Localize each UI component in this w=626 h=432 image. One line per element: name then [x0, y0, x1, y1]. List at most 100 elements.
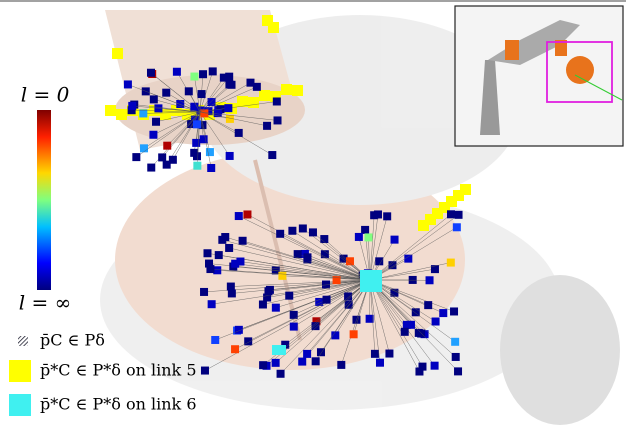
point [225, 80, 233, 88]
legend-swatch [18, 336, 28, 346]
point [432, 318, 440, 326]
colorbar-bottom-label: l = ∞ [19, 291, 72, 315]
point [447, 259, 455, 267]
point [140, 144, 148, 152]
point [169, 156, 177, 164]
point [460, 184, 471, 195]
legend-swatch [9, 394, 31, 416]
point [206, 265, 214, 273]
point [185, 87, 193, 95]
point [451, 338, 459, 346]
point [312, 357, 320, 365]
point [391, 236, 399, 244]
point [450, 307, 458, 315]
point [150, 95, 158, 103]
point [248, 97, 259, 108]
point [303, 350, 311, 358]
point [272, 359, 280, 367]
point [203, 249, 211, 257]
point [227, 283, 235, 291]
point [193, 162, 201, 170]
point [259, 300, 267, 308]
point [454, 367, 462, 375]
point [431, 265, 439, 273]
legend-swatch [9, 360, 31, 382]
point [290, 323, 298, 331]
colorbar-top-label: l = 0 [21, 83, 70, 107]
point [147, 164, 155, 172]
point [385, 350, 393, 358]
point [409, 276, 417, 284]
point [272, 345, 286, 355]
legend-label: p̄C ∈ Pδ [40, 331, 105, 350]
point [452, 353, 460, 361]
point [274, 116, 282, 124]
point [237, 96, 248, 107]
point [431, 362, 439, 370]
point [158, 153, 166, 161]
point [213, 266, 221, 274]
point [278, 272, 286, 280]
point [364, 233, 372, 241]
point [152, 118, 160, 126]
point [228, 289, 236, 297]
colorbar [37, 110, 51, 290]
point [309, 228, 317, 236]
point [281, 84, 292, 95]
point [235, 212, 243, 220]
point [149, 131, 157, 139]
point [198, 90, 206, 98]
point [374, 210, 382, 218]
inset-view [455, 6, 623, 146]
point [298, 358, 306, 366]
point [226, 152, 234, 160]
legend-label: p̄*C ∈ P*δ on link 6 [40, 395, 197, 414]
point [147, 69, 155, 77]
point [173, 68, 181, 76]
point [375, 257, 383, 265]
point [337, 361, 345, 369]
figure: l = 0 l = ∞ p̄C ∈ Pδ p̄*C ∈ P*δ on link … [0, 0, 626, 432]
point [371, 350, 379, 358]
point [200, 288, 208, 296]
point [163, 142, 171, 150]
point [292, 85, 303, 96]
legend-label: p̄*C ∈ P*δ on link 5 [40, 361, 197, 380]
point [259, 361, 267, 369]
point [206, 148, 214, 156]
point [124, 80, 132, 88]
point [218, 236, 226, 244]
point [272, 304, 280, 312]
point [376, 359, 384, 367]
point [244, 337, 252, 345]
point [225, 244, 233, 252]
point [207, 164, 215, 172]
point [360, 270, 382, 292]
point [273, 97, 281, 105]
point [424, 301, 432, 309]
point [439, 309, 447, 317]
point [253, 83, 261, 91]
point [112, 48, 123, 59]
point [208, 300, 216, 308]
point [105, 105, 116, 116]
point [401, 328, 409, 336]
point [455, 211, 463, 219]
point [199, 70, 207, 78]
point [453, 223, 461, 231]
point [193, 152, 201, 160]
point [331, 331, 339, 339]
point [277, 370, 285, 378]
point [201, 367, 209, 375]
point [361, 226, 369, 234]
point [236, 258, 244, 266]
point [231, 345, 239, 353]
point [224, 104, 232, 112]
point [276, 230, 284, 238]
point [355, 233, 363, 241]
point [263, 122, 271, 130]
point [215, 251, 223, 259]
point [285, 292, 293, 300]
point [211, 336, 219, 344]
point [190, 73, 198, 81]
